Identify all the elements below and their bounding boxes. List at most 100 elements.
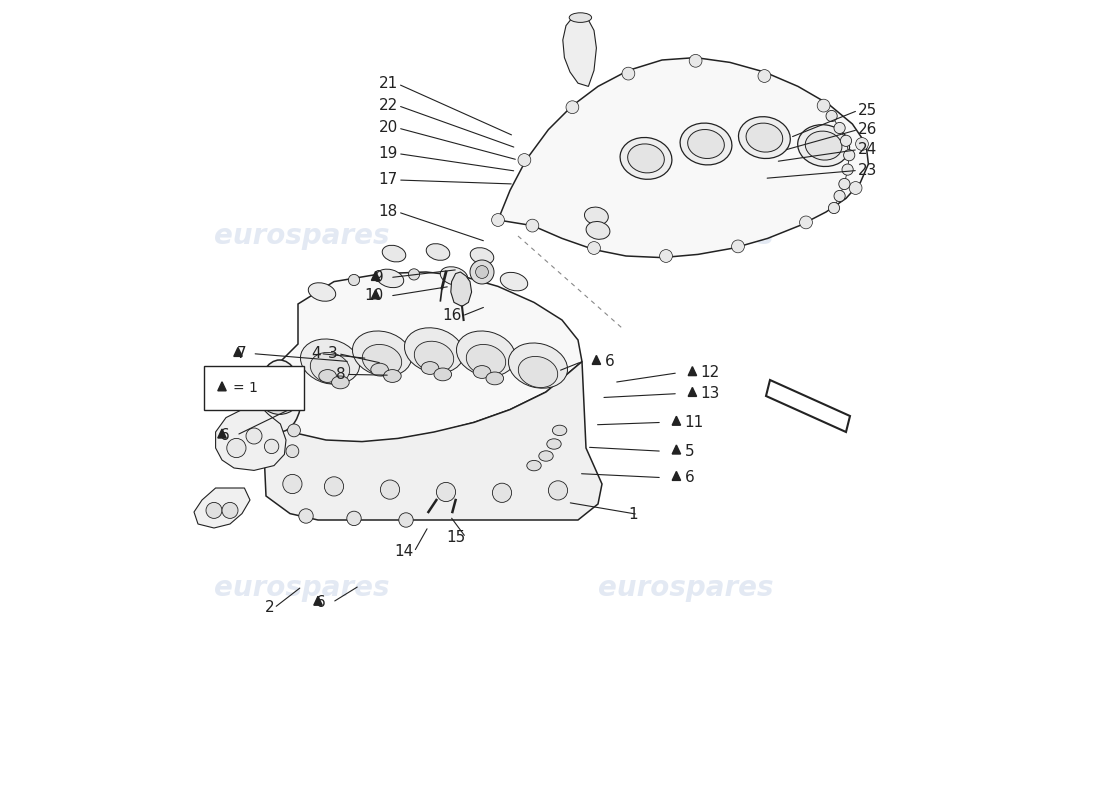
Text: 16: 16 [442,309,462,323]
Ellipse shape [300,339,360,384]
Text: eurospares: eurospares [214,222,389,250]
Text: 8: 8 [337,367,346,382]
Circle shape [286,445,299,458]
Ellipse shape [500,272,528,291]
Text: 1: 1 [628,507,638,522]
Ellipse shape [456,331,516,376]
Circle shape [758,70,771,82]
Text: 6: 6 [220,428,230,442]
Circle shape [834,190,845,202]
Ellipse shape [539,451,553,461]
Ellipse shape [552,426,567,435]
Text: 13: 13 [701,386,719,401]
Ellipse shape [434,368,452,381]
Text: 9: 9 [374,270,384,285]
Ellipse shape [308,282,336,302]
Ellipse shape [362,345,402,375]
Circle shape [839,178,850,190]
Polygon shape [451,272,472,306]
Ellipse shape [486,372,504,385]
Polygon shape [262,272,582,442]
Ellipse shape [473,366,491,378]
Ellipse shape [426,244,450,260]
Ellipse shape [376,269,404,288]
Ellipse shape [371,363,388,376]
Circle shape [828,202,839,214]
Circle shape [817,99,830,112]
Text: 21: 21 [378,77,398,91]
Ellipse shape [518,357,558,387]
Circle shape [621,67,635,80]
Ellipse shape [382,246,406,262]
Text: eurospares: eurospares [598,574,773,602]
Circle shape [324,477,343,496]
Ellipse shape [798,125,849,166]
Circle shape [287,424,300,437]
Text: 3: 3 [328,346,338,361]
Ellipse shape [628,144,664,173]
Text: 20: 20 [378,121,398,135]
Polygon shape [262,362,602,520]
Ellipse shape [405,328,463,373]
Ellipse shape [319,370,337,382]
Circle shape [283,474,302,494]
Ellipse shape [547,438,561,450]
Ellipse shape [620,138,672,179]
Circle shape [257,370,303,414]
Text: eurospares: eurospares [598,222,773,250]
Circle shape [587,242,601,254]
Ellipse shape [584,207,608,225]
Ellipse shape [680,123,732,165]
Ellipse shape [310,353,350,383]
Polygon shape [314,596,322,605]
Circle shape [526,219,539,232]
Circle shape [566,101,579,114]
Circle shape [842,164,854,175]
Ellipse shape [569,13,592,22]
Text: 5: 5 [684,444,694,458]
Polygon shape [689,387,696,396]
Ellipse shape [805,131,842,160]
Circle shape [475,266,488,278]
Polygon shape [672,416,681,426]
Circle shape [690,54,702,67]
Circle shape [349,274,360,286]
Circle shape [834,122,845,134]
Text: 26: 26 [858,122,878,137]
Ellipse shape [688,130,724,158]
Ellipse shape [466,345,506,375]
Text: 24: 24 [858,142,878,157]
Ellipse shape [331,376,349,389]
Ellipse shape [738,117,790,158]
Circle shape [246,428,262,444]
Text: 22: 22 [378,98,398,113]
Ellipse shape [257,360,301,432]
Polygon shape [218,429,227,438]
Circle shape [299,509,314,523]
FancyBboxPatch shape [204,366,304,410]
Text: 23: 23 [858,163,878,178]
Text: 10: 10 [364,289,384,303]
Circle shape [518,154,531,166]
Circle shape [732,240,745,253]
Polygon shape [216,408,286,470]
Text: 25: 25 [858,103,878,118]
Circle shape [492,214,505,226]
Circle shape [800,216,813,229]
Text: 2: 2 [264,601,274,615]
Text: 6: 6 [684,470,694,485]
Polygon shape [372,271,379,280]
Text: 19: 19 [378,146,398,161]
Ellipse shape [352,331,411,376]
Text: = 1: = 1 [233,381,258,395]
Polygon shape [672,445,681,454]
Text: 12: 12 [701,366,719,380]
Ellipse shape [421,362,439,374]
Polygon shape [498,58,868,258]
Text: 18: 18 [378,205,398,219]
Circle shape [856,138,868,150]
Ellipse shape [415,342,453,372]
Circle shape [206,502,222,518]
Circle shape [849,182,862,194]
Ellipse shape [440,266,467,286]
